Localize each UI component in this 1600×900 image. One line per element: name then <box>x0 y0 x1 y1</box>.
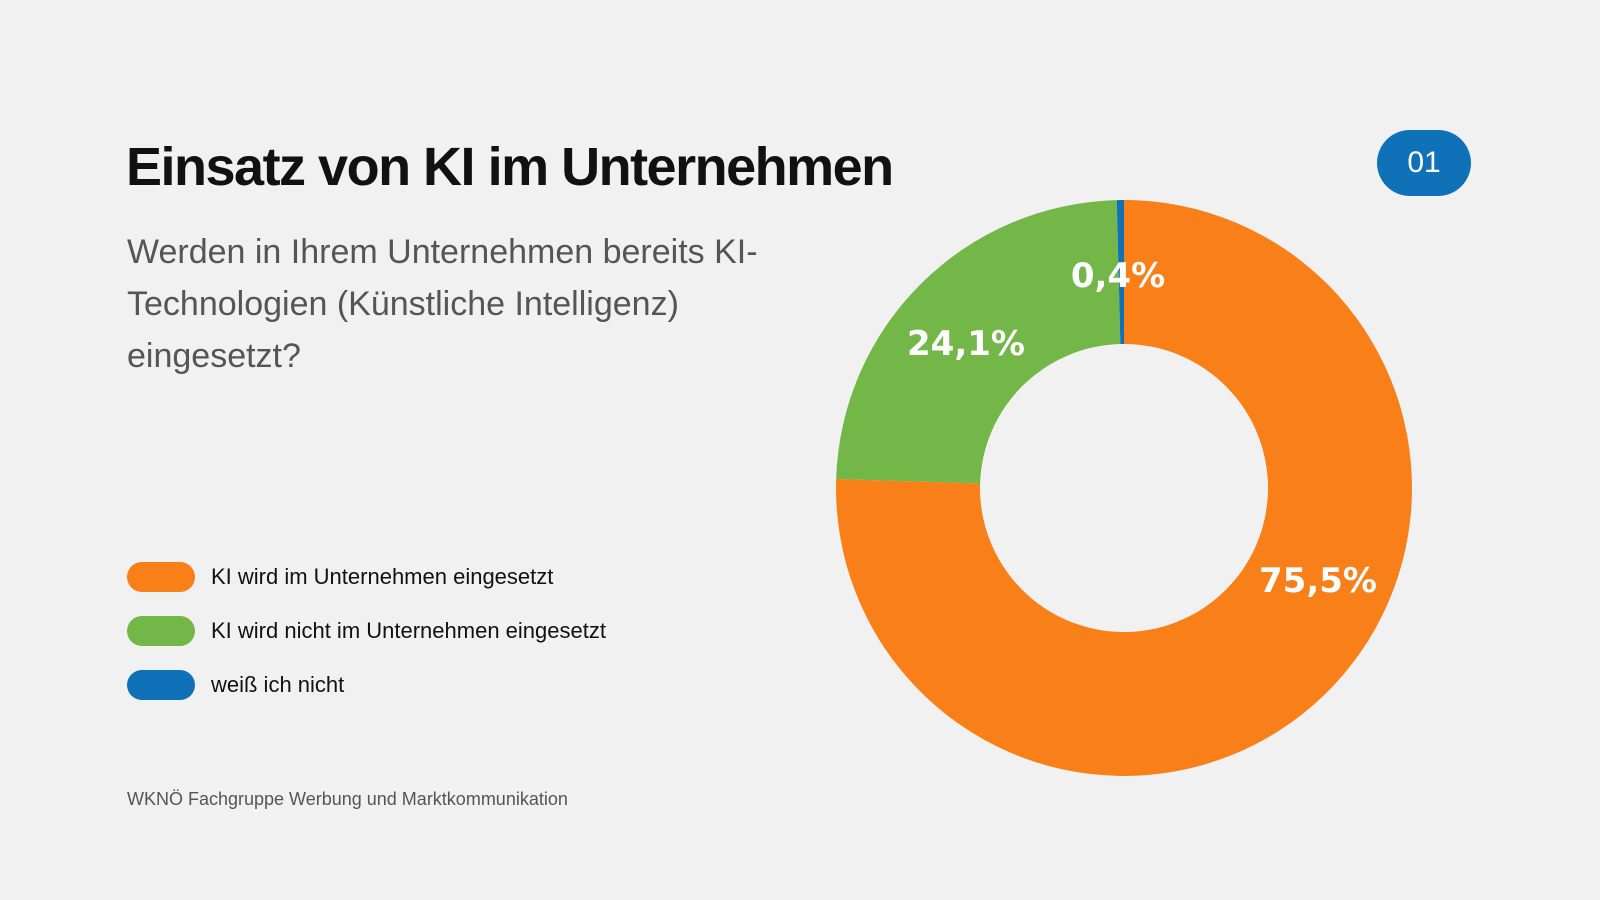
donut-slice <box>1116 200 1124 345</box>
donut-slice <box>835 200 1413 776</box>
chart-subtitle: Werden in Ihrem Unternehmen bereits KI-T… <box>127 233 758 375</box>
legend-swatch <box>127 670 195 700</box>
legend-item: weiß ich nicht <box>127 670 606 700</box>
legend-item: KI wird im Unternehmen eingesetzt <box>127 562 606 592</box>
legend-item: KI wird nicht im Unternehmen eingesetzt <box>127 616 606 646</box>
data-label: 24,1% <box>907 324 1025 364</box>
donut-slice <box>836 200 1121 484</box>
chart-title: Einsatz von KI im Unternehmen <box>126 137 894 197</box>
page-number-badge: 01 <box>1377 130 1471 196</box>
legend-label: KI wird im Unternehmen eingesetzt <box>211 564 554 589</box>
footer-source: WKNÖ Fachgruppe Werbung und Marktkommuni… <box>127 789 568 809</box>
data-label: 75,5% <box>1259 561 1377 601</box>
legend-swatch <box>127 562 195 592</box>
legend-swatch <box>127 616 195 646</box>
legend-label: KI wird nicht im Unternehmen eingesetzt <box>211 618 606 643</box>
legend: KI wird im Unternehmen eingesetzt KI wir… <box>127 562 606 724</box>
legend-label: weiß ich nicht <box>211 672 345 697</box>
data-label: 0,4% <box>1071 256 1165 296</box>
